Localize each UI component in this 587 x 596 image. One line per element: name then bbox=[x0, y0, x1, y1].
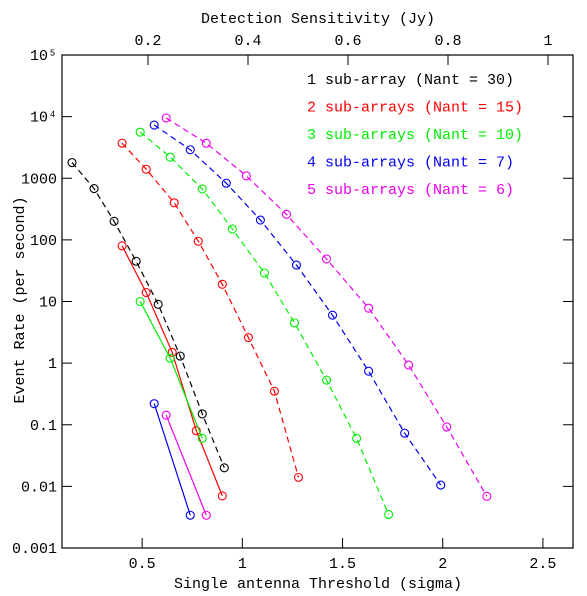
point bbox=[193, 236, 203, 246]
point bbox=[67, 157, 77, 168]
y-tick-label: 1000 bbox=[21, 171, 57, 188]
point bbox=[291, 260, 302, 270]
dashed-line bbox=[153, 124, 442, 486]
point bbox=[227, 224, 237, 234]
legend-entry: 3 sub-arrays (Nant = 10) bbox=[307, 127, 523, 144]
point bbox=[436, 480, 446, 490]
point bbox=[153, 299, 163, 309]
y-tick-label: 10⁵ bbox=[30, 48, 57, 65]
point bbox=[482, 491, 492, 501]
point bbox=[141, 287, 151, 298]
y-tick-label: 0.001 bbox=[12, 541, 57, 558]
point bbox=[327, 310, 338, 320]
point bbox=[400, 428, 410, 438]
x-tick-label: 2 bbox=[438, 556, 447, 573]
legend-entry: 5 sub-arrays (Nant = 6) bbox=[307, 182, 514, 199]
point bbox=[293, 472, 304, 482]
dashed-line bbox=[165, 117, 488, 497]
dashed-line bbox=[71, 162, 225, 469]
point bbox=[117, 241, 127, 251]
y-tick-label: 10⁴ bbox=[30, 110, 57, 127]
point bbox=[269, 386, 279, 396]
point bbox=[384, 509, 394, 520]
point bbox=[201, 510, 211, 520]
point bbox=[321, 254, 332, 264]
x-tick-label: 1 bbox=[238, 556, 247, 573]
point bbox=[161, 410, 171, 420]
point bbox=[255, 215, 265, 225]
point bbox=[185, 510, 195, 520]
point bbox=[165, 353, 175, 363]
y-tick-label: 100 bbox=[30, 233, 57, 250]
point bbox=[149, 120, 159, 130]
point bbox=[243, 333, 253, 343]
point bbox=[167, 347, 177, 357]
point bbox=[191, 426, 201, 436]
point bbox=[201, 138, 211, 148]
point bbox=[241, 171, 251, 181]
solid-line bbox=[139, 301, 203, 439]
point bbox=[165, 152, 175, 162]
point bbox=[219, 463, 229, 473]
solid-line bbox=[165, 414, 207, 516]
x2-tick-label: 0.4 bbox=[234, 33, 261, 50]
point bbox=[197, 184, 207, 194]
point bbox=[135, 296, 145, 307]
legend-entry: 4 sub-arrays (Nant = 7) bbox=[307, 155, 514, 172]
point bbox=[217, 491, 227, 501]
y-tick-label: 0.01 bbox=[21, 479, 57, 496]
x-axis-label: Single antenna Threshold (sigma) bbox=[174, 576, 462, 593]
point bbox=[404, 360, 414, 370]
y-axis-label: Event Rate (per second) bbox=[12, 196, 29, 403]
x2-tick-label: 1 bbox=[543, 33, 552, 50]
point bbox=[221, 178, 231, 188]
x-tick-label: 0.5 bbox=[129, 556, 156, 573]
point bbox=[281, 209, 291, 219]
x-tick-label: 2.5 bbox=[529, 556, 556, 573]
point bbox=[197, 433, 207, 443]
point bbox=[185, 145, 195, 155]
point bbox=[131, 256, 141, 266]
point bbox=[109, 216, 119, 226]
point bbox=[117, 138, 127, 148]
x2-tick-label: 0.8 bbox=[434, 33, 461, 50]
legend-entry: 1 sub-array (Nant = 30) bbox=[307, 72, 514, 89]
point bbox=[149, 399, 159, 409]
solid-line bbox=[153, 403, 191, 516]
point bbox=[217, 279, 227, 289]
point bbox=[442, 422, 452, 432]
x2-axis-label: Detection Sensitivity (Jy) bbox=[201, 11, 435, 28]
point bbox=[135, 127, 145, 137]
legend-entry: 2 sub-arrays (Nant = 15) bbox=[307, 100, 523, 117]
x2-tick-label: 0.2 bbox=[134, 33, 161, 50]
point bbox=[161, 113, 171, 123]
point bbox=[89, 184, 99, 194]
point bbox=[169, 198, 179, 208]
x-tick-label: 1.5 bbox=[329, 556, 356, 573]
point bbox=[352, 433, 362, 443]
dashed-line bbox=[121, 142, 300, 478]
point bbox=[289, 318, 300, 328]
point bbox=[197, 409, 207, 419]
y-tick-label: 10 bbox=[39, 295, 57, 312]
x2-tick-label: 0.6 bbox=[334, 33, 361, 50]
point bbox=[175, 351, 185, 361]
point bbox=[364, 366, 374, 376]
point bbox=[364, 303, 374, 313]
point bbox=[321, 375, 332, 385]
solid-line bbox=[121, 245, 223, 497]
y-tick-label: 0.1 bbox=[30, 418, 57, 435]
y-tick-label: 1 bbox=[48, 356, 57, 373]
point bbox=[259, 268, 269, 278]
dashed-line bbox=[139, 131, 390, 515]
point bbox=[141, 164, 151, 174]
